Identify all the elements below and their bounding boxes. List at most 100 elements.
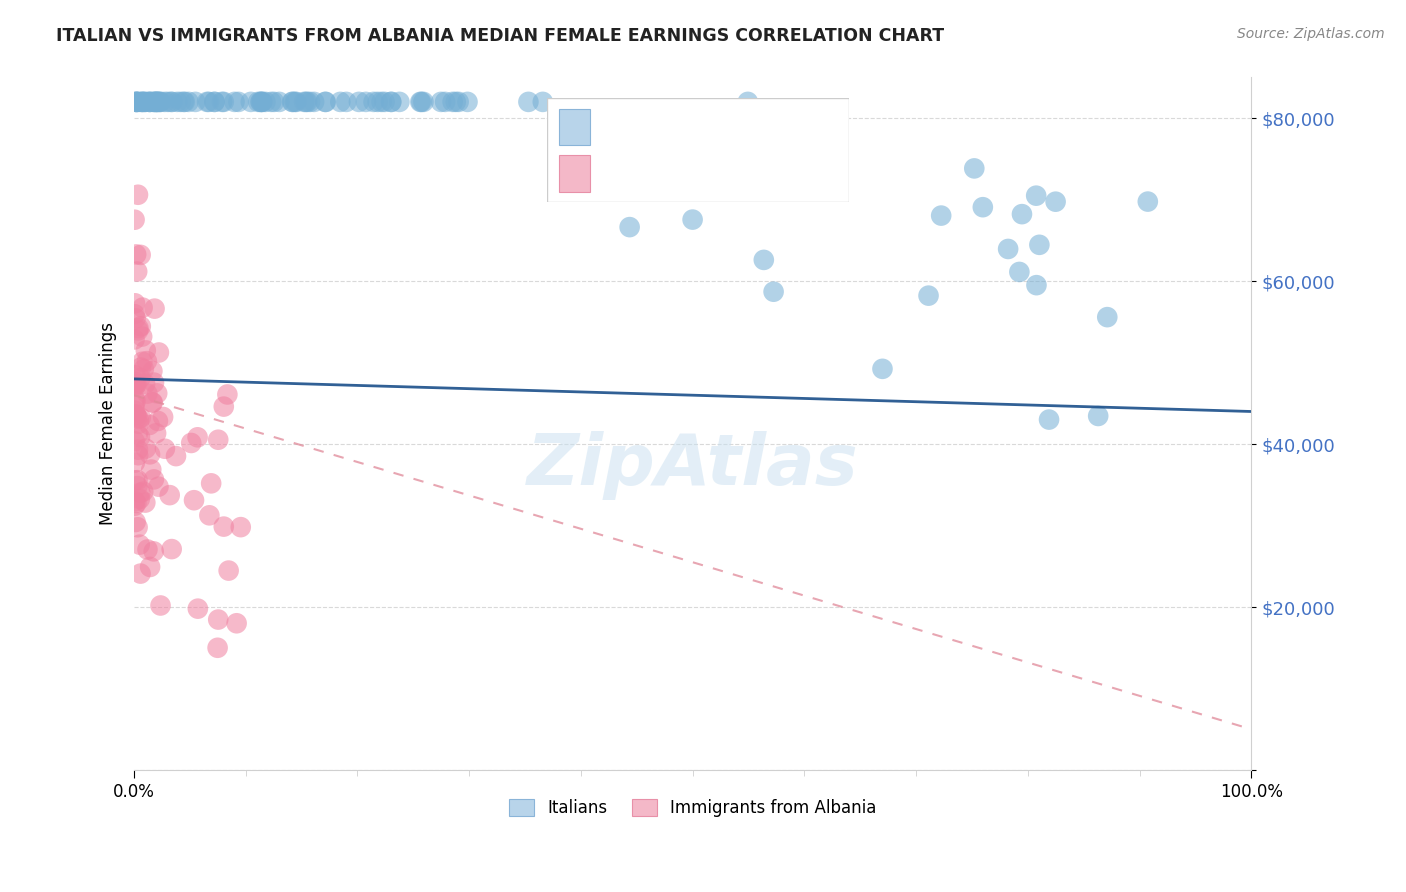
- Point: [184, 95, 207, 109]
- Point: [198, 508, 221, 523]
- Point: [124, 434, 146, 449]
- Point: [148, 480, 170, 494]
- Point: [124, 499, 146, 513]
- Point: [329, 95, 352, 109]
- Point: [128, 538, 150, 552]
- Point: [135, 442, 157, 456]
- Point: [380, 95, 402, 109]
- Point: [929, 209, 952, 223]
- Point: [142, 544, 165, 558]
- Point: [187, 430, 209, 444]
- Point: [963, 161, 986, 176]
- Point: [148, 345, 170, 359]
- Point: [195, 95, 218, 109]
- Point: [441, 95, 464, 109]
- Point: [295, 95, 318, 109]
- Point: [146, 95, 169, 109]
- Point: [124, 515, 146, 529]
- Point: [125, 408, 148, 422]
- Point: [997, 242, 1019, 256]
- Point: [228, 95, 250, 109]
- Point: [207, 640, 229, 655]
- Point: [380, 95, 402, 109]
- Point: [125, 408, 148, 422]
- Point: [249, 95, 271, 109]
- Point: [124, 392, 146, 406]
- Point: [139, 560, 162, 574]
- Point: [211, 95, 233, 109]
- Point: [682, 212, 704, 227]
- Point: [225, 616, 247, 631]
- Point: [152, 409, 174, 424]
- Point: [132, 484, 155, 499]
- Point: [160, 542, 183, 557]
- Point: [124, 377, 146, 392]
- Point: [129, 371, 152, 385]
- Point: [125, 95, 148, 109]
- Point: [145, 95, 167, 109]
- Point: [145, 95, 167, 109]
- Point: [159, 488, 181, 502]
- Point: [409, 95, 432, 109]
- Point: [129, 566, 152, 581]
- Point: [136, 542, 159, 557]
- Point: [131, 95, 153, 109]
- Point: [284, 95, 307, 109]
- Point: [1038, 412, 1060, 426]
- Point: [129, 410, 152, 425]
- Point: [430, 95, 453, 109]
- Point: [239, 95, 262, 109]
- Point: [141, 364, 163, 378]
- Point: [872, 361, 894, 376]
- Point: [127, 321, 149, 335]
- Point: [263, 95, 285, 109]
- Point: [347, 95, 370, 109]
- Point: [367, 95, 389, 109]
- Point: [124, 398, 146, 412]
- Point: [363, 95, 385, 109]
- Point: [250, 95, 273, 109]
- Point: [762, 285, 785, 299]
- Point: [124, 307, 146, 321]
- Point: [134, 376, 156, 391]
- Point: [1028, 237, 1050, 252]
- Point: [124, 368, 146, 383]
- Point: [146, 414, 169, 428]
- Point: [124, 296, 146, 310]
- Point: [127, 448, 149, 462]
- Point: [125, 247, 148, 261]
- Point: [254, 95, 277, 109]
- Point: [166, 95, 188, 109]
- Point: [131, 301, 153, 315]
- Point: [299, 95, 322, 109]
- Point: [127, 323, 149, 337]
- Point: [135, 343, 157, 358]
- Point: [125, 377, 148, 392]
- Point: [160, 95, 183, 109]
- Point: [249, 95, 271, 109]
- Point: [131, 95, 153, 109]
- Point: [447, 95, 470, 109]
- Point: [218, 564, 240, 578]
- Point: [135, 354, 157, 368]
- Point: [285, 95, 308, 109]
- Point: [212, 400, 235, 414]
- Point: [129, 430, 152, 444]
- Point: [145, 426, 167, 441]
- Point: [127, 187, 149, 202]
- Point: [146, 386, 169, 401]
- Point: [143, 95, 166, 109]
- Point: [411, 95, 433, 109]
- Point: [247, 95, 270, 109]
- Point: [129, 360, 152, 375]
- Point: [124, 403, 146, 417]
- Point: [146, 95, 169, 109]
- Point: [1025, 188, 1047, 202]
- Point: [132, 362, 155, 376]
- Point: [314, 95, 336, 109]
- Point: [138, 417, 160, 432]
- Point: [134, 95, 156, 109]
- Point: [134, 95, 156, 109]
- Point: [315, 95, 337, 109]
- Point: [131, 355, 153, 369]
